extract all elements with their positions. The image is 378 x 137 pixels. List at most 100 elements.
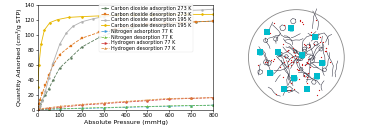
Nitrogen adsorption 77 K xyxy=(101,107,106,109)
Carbon dioxide desorption 273 K xyxy=(36,107,40,108)
Carbon dioxide adsorption 195 K xyxy=(38,105,42,107)
Hydrogen desorption 77 K xyxy=(57,105,62,107)
Carbon dioxide adsorption 273 K xyxy=(163,22,167,24)
Hydrogen adsorption 77 K xyxy=(123,101,128,103)
Carbon dioxide desorption 273 K xyxy=(194,21,198,23)
Hydrogen desorption 77 K xyxy=(145,99,150,101)
Carbon dioxide adsorption 195 K xyxy=(51,62,56,64)
Carbon dioxide adsorption 273 K xyxy=(97,37,101,38)
Line: Hydrogen desorption 77 K: Hydrogen desorption 77 K xyxy=(37,97,214,110)
Hydrogen desorption 77 K xyxy=(46,107,51,109)
Carbon dioxide desorption 195 K xyxy=(150,14,154,16)
Hydrogen adsorption 77 K xyxy=(167,98,172,100)
Carbon dioxide desorption 273 K xyxy=(79,37,84,39)
Carbon dioxide adsorption 273 K xyxy=(130,27,134,29)
Nitrogen adsorption 77 K xyxy=(79,108,84,109)
Carbon dioxide adsorption 273 K xyxy=(145,24,150,26)
Carbon dioxide desorption 195 K xyxy=(115,14,119,16)
Carbon dioxide desorption 273 K xyxy=(211,20,215,22)
Carbon dioxide adsorption 195 K xyxy=(178,10,183,12)
Nitrogen adsorption 77 K xyxy=(211,104,215,106)
Carbon dioxide desorption 273 K xyxy=(178,22,183,23)
Carbon dioxide desorption 195 K xyxy=(79,16,84,17)
Carbon dioxide desorption 273 K xyxy=(163,22,167,24)
Carbon dioxide adsorption 195 K xyxy=(211,8,215,10)
Nitrogen adsorption 77 K xyxy=(57,108,62,110)
Carbon dioxide adsorption 273 K xyxy=(37,106,41,107)
Hydrogen desorption 77 K xyxy=(123,101,128,102)
Nitrogen desorption 77 K xyxy=(211,104,215,106)
Carbon dioxide adsorption 195 K xyxy=(40,100,45,102)
Carbon dioxide adsorption 195 K xyxy=(136,12,141,14)
Carbon dioxide adsorption 273 K xyxy=(38,104,42,105)
Nitrogen desorption 77 K xyxy=(189,105,194,106)
Carbon dioxide desorption 195 K xyxy=(36,86,40,88)
Hydrogen adsorption 77 K xyxy=(79,104,84,106)
Circle shape xyxy=(248,10,344,105)
Carbon dioxide desorption 273 K xyxy=(40,92,45,94)
Carbon dioxide adsorption 195 K xyxy=(71,25,75,27)
Carbon dioxide adsorption 273 K xyxy=(194,21,198,23)
Line: Nitrogen desorption 77 K: Nitrogen desorption 77 K xyxy=(37,104,214,110)
Carbon dioxide adsorption 195 K xyxy=(46,78,51,79)
Nitrogen desorption 77 K xyxy=(57,108,62,109)
Carbon dioxide desorption 195 K xyxy=(185,14,189,15)
X-axis label: Absolute Pressure (mmHg): Absolute Pressure (mmHg) xyxy=(84,120,167,125)
Carbon dioxide adsorption 273 K xyxy=(178,22,183,23)
Hydrogen desorption 77 K xyxy=(36,108,40,110)
Nitrogen desorption 77 K xyxy=(101,107,106,108)
Carbon dioxide adsorption 273 K xyxy=(68,57,73,58)
Carbon dioxide desorption 195 K xyxy=(132,14,136,16)
Legend: Carbon dioxide adsorption 273 K, Carbon dioxide desorption 273 K, Carbon dioxide: Carbon dioxide adsorption 273 K, Carbon … xyxy=(99,4,193,52)
Line: Carbon dioxide desorption 195 K: Carbon dioxide desorption 195 K xyxy=(37,13,214,88)
Y-axis label: Quantity Adsorbed (cm³/g STP): Quantity Adsorbed (cm³/g STP) xyxy=(16,9,22,106)
Hydrogen adsorption 77 K xyxy=(57,107,62,108)
Carbon dioxide desorption 273 K xyxy=(46,75,51,76)
Carbon dioxide adsorption 195 K xyxy=(43,90,48,92)
Carbon dioxide desorption 195 K xyxy=(97,15,101,17)
Carbon dioxide desorption 195 K xyxy=(66,17,71,18)
Carbon dioxide adsorption 195 K xyxy=(90,18,95,20)
Carbon dioxide desorption 273 K xyxy=(37,104,41,105)
Nitrogen adsorption 77 K xyxy=(145,106,150,108)
Carbon dioxide desorption 195 K xyxy=(37,64,41,66)
Carbon dioxide desorption 273 K xyxy=(51,64,56,66)
Hydrogen adsorption 77 K xyxy=(46,108,51,109)
Nitrogen adsorption 77 K xyxy=(189,105,194,107)
Carbon dioxide desorption 273 K xyxy=(38,99,42,101)
Nitrogen desorption 77 K xyxy=(123,106,128,108)
Hydrogen adsorption 77 K xyxy=(145,100,150,102)
Carbon dioxide adsorption 195 K xyxy=(101,16,106,17)
Nitrogen desorption 77 K xyxy=(145,106,150,107)
Nitrogen adsorption 77 K xyxy=(167,105,172,107)
Carbon dioxide adsorption 273 K xyxy=(57,67,62,69)
Carbon dioxide adsorption 195 K xyxy=(200,9,204,11)
Carbon dioxide desorption 273 K xyxy=(130,25,134,27)
Carbon dioxide adsorption 273 K xyxy=(40,99,45,101)
Carbon dioxide desorption 273 K xyxy=(145,23,150,25)
Carbon dioxide adsorption 195 K xyxy=(37,107,41,109)
Carbon dioxide desorption 195 K xyxy=(39,43,43,45)
Carbon dioxide adsorption 273 K xyxy=(43,94,48,95)
Carbon dioxide desorption 273 K xyxy=(68,45,73,46)
Carbon dioxide adsorption 273 K xyxy=(211,20,215,22)
Carbon dioxide adsorption 273 K xyxy=(36,109,40,110)
Carbon dioxide adsorption 273 K xyxy=(112,31,117,32)
Hydrogen desorption 77 K xyxy=(101,102,106,104)
Hydrogen desorption 77 K xyxy=(79,104,84,105)
Line: Nitrogen adsorption 77 K: Nitrogen adsorption 77 K xyxy=(37,104,214,111)
Carbon dioxide adsorption 195 K xyxy=(156,11,161,12)
Hydrogen adsorption 77 K xyxy=(189,98,194,99)
Hydrogen adsorption 77 K xyxy=(36,109,40,110)
Carbon dioxide desorption 273 K xyxy=(57,54,62,55)
Nitrogen desorption 77 K xyxy=(167,105,172,107)
Line: Hydrogen adsorption 77 K: Hydrogen adsorption 77 K xyxy=(37,97,214,111)
Hydrogen adsorption 77 K xyxy=(101,103,106,105)
Line: Carbon dioxide desorption 273 K: Carbon dioxide desorption 273 K xyxy=(37,20,214,108)
Nitrogen desorption 77 K xyxy=(46,108,51,110)
Carbon dioxide desorption 195 K xyxy=(211,14,215,15)
Nitrogen desorption 77 K xyxy=(79,107,84,109)
Nitrogen desorption 77 K xyxy=(36,109,40,110)
Carbon dioxide adsorption 195 K xyxy=(119,14,123,15)
Carbon dioxide adsorption 273 K xyxy=(79,46,84,48)
